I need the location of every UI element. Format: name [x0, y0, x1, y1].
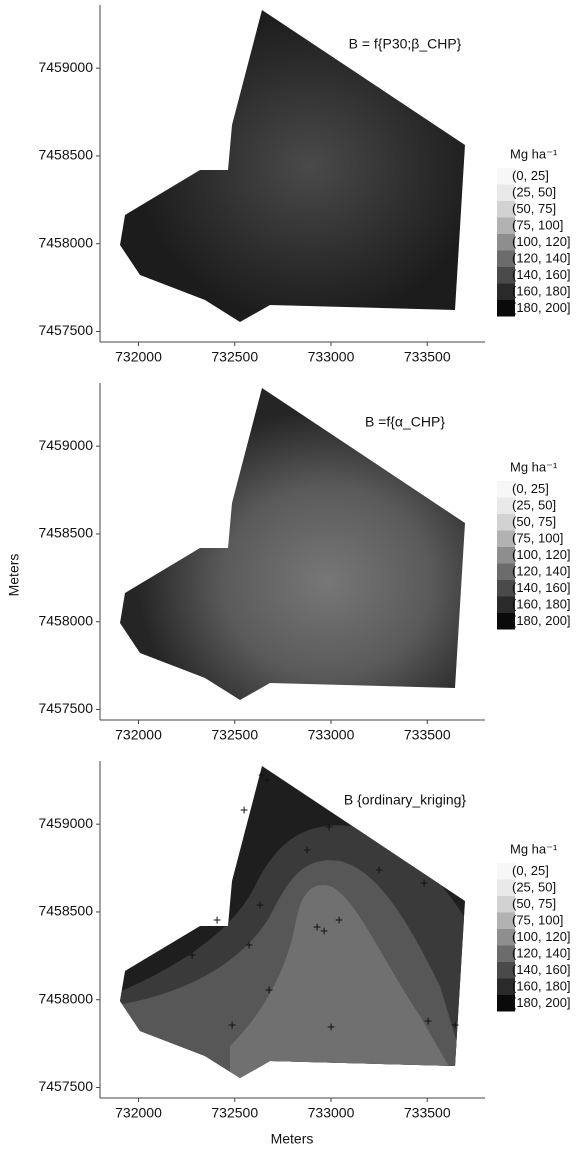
legend-label: (25, 50]: [512, 184, 556, 199]
svg-text:+: +: [335, 912, 343, 928]
panel: ++++ ++++ ++++ ++++ +++ 7457500745800074…: [38, 756, 570, 1147]
legend-label: (160, 180]: [512, 283, 571, 298]
svg-text:+: +: [424, 1013, 432, 1029]
x-tick-label: 733500: [404, 1105, 451, 1121]
y-tick-label: 7458500: [38, 903, 93, 919]
panel-title: B =f{α_CHP}: [365, 414, 445, 430]
svg-text:+: +: [256, 897, 264, 913]
y-axis-label: Meters: [6, 554, 22, 597]
x-tick-label: 732500: [211, 1105, 258, 1121]
map-area: [120, 10, 465, 322]
legend-label: (75, 100]: [512, 217, 563, 232]
legend-title: Mg ha⁻¹: [510, 841, 558, 856]
svg-text:+: +: [263, 772, 271, 788]
legend-label: (0, 25]: [512, 168, 549, 183]
x-tick-label: 732000: [115, 1105, 162, 1121]
legend-label: (180, 200]: [512, 613, 571, 628]
legend-label: (180, 200]: [512, 995, 571, 1010]
x-tick-label: 733000: [308, 349, 355, 365]
svg-text:+: +: [320, 923, 328, 939]
x-tick-label: 732500: [211, 349, 258, 365]
y-tick-label: 7458500: [38, 525, 93, 541]
svg-text:+: +: [265, 982, 273, 998]
svg-text:+: +: [420, 875, 428, 891]
x-axis-label: Meters: [271, 1131, 314, 1147]
legend-label: (120, 140]: [512, 945, 571, 960]
x-tick-label: 732000: [115, 727, 162, 743]
x-tick-label: 733000: [308, 727, 355, 743]
y-tick-label: 7458500: [38, 147, 93, 163]
map-area: [120, 388, 465, 700]
legend-label: (75, 100]: [512, 530, 563, 545]
legend-label: (100, 120]: [512, 547, 571, 562]
x-tick-label: 732500: [211, 727, 258, 743]
svg-text:+: +: [327, 1019, 335, 1035]
legend-title: Mg ha⁻¹: [510, 146, 558, 161]
svg-text:+: +: [240, 802, 248, 818]
legend-label: (180, 200]: [512, 300, 571, 315]
legend-label: (160, 180]: [512, 596, 571, 611]
legend-label: (160, 180]: [512, 978, 571, 993]
svg-text:+: +: [188, 947, 196, 963]
y-tick-label: 7457500: [38, 322, 93, 338]
figure: 7457500 7458000 7458500 7459000 732000 732500…: [0, 0, 587, 1149]
y-tick-label: 7457500: [38, 1078, 93, 1094]
y-tick-label: 7459000: [38, 815, 93, 831]
svg-text:+: +: [375, 862, 383, 878]
legend-label: (25, 50]: [512, 879, 556, 894]
x-tick-label: 732000: [115, 349, 162, 365]
y-tick-label: 7458000: [38, 612, 93, 628]
legend-label: (0, 25]: [512, 863, 549, 878]
y-tick-label: 7459000: [38, 437, 93, 453]
svg-text:+: +: [228, 1017, 236, 1033]
svg-text:+: +: [213, 912, 221, 928]
legend-title: Mg ha⁻¹: [510, 459, 558, 474]
legend-label: (25, 50]: [512, 497, 556, 512]
y-tick-label: 7458000: [38, 990, 93, 1006]
legend-label: (120, 140]: [512, 563, 571, 578]
legend-label: (50, 75]: [512, 514, 556, 529]
legend-label: (100, 120]: [512, 234, 571, 249]
svg-text:+: +: [451, 1017, 459, 1033]
y-tick-label: 7458000: [38, 234, 93, 250]
legend-label: (50, 75]: [512, 201, 556, 216]
legend-label: (0, 25]: [512, 481, 549, 496]
panel: 7457500 7458000 7458500 7459000 732000 732500…: [6, 383, 571, 743]
x-tick-label: 733500: [404, 349, 451, 365]
x-tick-label: 733500: [404, 727, 451, 743]
panel: 7457500 7458000 7458500 7459000 732000 732500…: [38, 5, 570, 365]
y-tick-label: 7459000: [38, 59, 93, 75]
legend-label: (140, 160]: [512, 267, 571, 282]
legend-label: (140, 160]: [512, 962, 571, 977]
x-tick-label: 733000: [308, 1105, 355, 1121]
legend-label: (100, 120]: [512, 929, 571, 944]
y-tick-label: 7457500: [38, 700, 93, 716]
svg-text:+: +: [325, 819, 333, 835]
panel-title: B = f{P30;β_CHP}: [349, 36, 462, 52]
legend-label: (120, 140]: [512, 250, 571, 265]
legend-label: (75, 100]: [512, 912, 563, 927]
panel-title: B {ordinary_kriging}: [344, 792, 467, 808]
legend-label: (140, 160]: [512, 580, 571, 595]
svg-text:+: +: [303, 842, 311, 858]
legend-label: (50, 75]: [512, 896, 556, 911]
svg-text:+: +: [245, 937, 253, 953]
